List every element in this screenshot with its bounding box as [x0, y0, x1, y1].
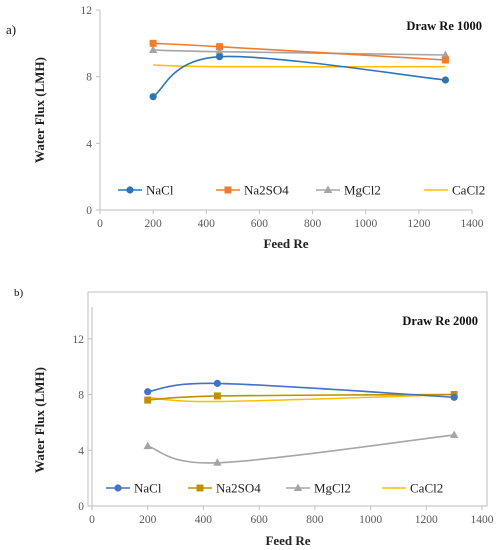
x-axis-title-b: Feed Re: [265, 533, 310, 548]
x-tick-label-a: 200: [145, 218, 163, 230]
series-line-cacl2-a: [153, 64, 446, 68]
legend-label-nacl-b: NaCl: [134, 481, 162, 496]
legend-b: NaCl Na2SO4 MgCl2 CaCl2: [106, 481, 443, 496]
y-axis-title-a: Water Flux (LMH): [32, 57, 47, 163]
series-line-mgcl2-b: [147, 434, 455, 464]
data-point-nacl-b: [450, 393, 458, 401]
data-point-na2so4-a: [149, 39, 157, 47]
legend-label-mgcl2-b: MgCl2: [314, 481, 351, 496]
series-line-nacl-a: [152, 55, 446, 98]
y-tick-label-b: 8: [78, 390, 84, 402]
y-tick-label-a: 8: [86, 72, 92, 84]
legend-item-cacl2-b: CaCl2: [382, 481, 443, 496]
series-group-b: [143, 379, 459, 466]
legend-item-mgcl2-b: MgCl2: [286, 481, 351, 496]
legend-label-nacl-a: NaCl: [146, 183, 174, 198]
x-tick-label-a: 1400: [461, 218, 484, 230]
chart-title-a: Draw Re 1000: [406, 19, 482, 33]
legend-marker-mgcl2-a: [323, 185, 333, 193]
legend-marker-nacl-a: [126, 186, 134, 194]
data-point-na2so4-b: [213, 392, 221, 400]
legend-marker-nacl-b: [114, 484, 122, 492]
y-tick-label-b: 0: [78, 501, 84, 513]
legend-item-nacl-b: NaCl: [106, 481, 162, 496]
legend-marker-mgcl2-b: [293, 483, 303, 491]
series-mgcl2-a: [148, 45, 450, 58]
chart-panel-a: a) Draw Re 1000 Feed Re Water Flux (LMH)…: [6, 5, 485, 251]
data-point-na2so4-a: [216, 43, 224, 51]
chart-panel-b: b) Draw Re 2000 Feed Re Water Flux (LMH)…: [14, 287, 494, 548]
legend-label-na2so4-a: Na2SO4: [244, 183, 289, 198]
series-nacl-a: [149, 53, 450, 101]
y-tick-label-b: 12: [73, 334, 85, 346]
y-axis-title-b: Water Flux (LMH): [32, 367, 47, 473]
data-point-mgcl2-b: [449, 430, 459, 438]
legend-marker-na2so4-a: [224, 186, 232, 194]
legend-label-cacl2-a: CaCl2: [452, 183, 485, 198]
data-point-mgcl2-b: [143, 441, 152, 450]
y-tick-label-a: 0: [86, 205, 92, 217]
x-tick-label-b: 1200: [415, 514, 438, 526]
series-line-cacl2-b: [147, 393, 455, 403]
data-point-mgcl2-a: [148, 45, 158, 53]
legend-label-mgcl2-a: MgCl2: [344, 183, 381, 198]
legend-label-cacl2-b: CaCl2: [410, 481, 443, 496]
y-tick-label-a: 12: [81, 5, 93, 17]
x-tick-label-a: 0: [97, 218, 103, 230]
x-tick-label-b: 0: [89, 514, 95, 526]
series-mgcl2-b: [143, 430, 459, 466]
legend-label-na2so4-b: Na2SO4: [216, 481, 261, 496]
legend-item-na2so4-b: Na2SO4: [188, 481, 261, 496]
y-tick-label-b: 4: [78, 445, 84, 457]
data-point-mgcl2-a: [441, 50, 450, 58]
x-tick-label-b: 400: [195, 514, 213, 526]
series-line-na2so4-a: [153, 42, 446, 61]
series-cacl2-a: [153, 64, 446, 68]
x-tick-label-b: 1000: [359, 514, 382, 526]
panel-label-a: a): [6, 22, 16, 37]
data-point-mgcl2-a: [215, 47, 224, 55]
legend-a: NaCl Na2SO4 MgCl2 CaCl2: [118, 183, 485, 198]
x-tick-label-b: 1400: [471, 514, 494, 526]
data-point-nacl-b: [213, 379, 221, 387]
legend-marker-na2so4-b: [196, 484, 204, 492]
data-point-nacl-b: [144, 388, 152, 396]
legend-item-cacl2-a: CaCl2: [424, 183, 485, 198]
axes-a: 0 200 400 600 800 1000 1200 1400 0 4 8 12: [81, 5, 484, 230]
series-nacl-b: [144, 379, 458, 401]
x-tick-label-a: 400: [198, 218, 216, 230]
data-point-na2so4-b: [144, 396, 152, 404]
series-cacl2-b: [147, 393, 455, 403]
data-point-nacl-a: [441, 76, 450, 84]
x-tick-label-b: 800: [306, 514, 324, 526]
x-axis-title-a: Feed Re: [263, 236, 308, 251]
series-na2so4-a: [149, 39, 449, 64]
series-line-nacl-b: [147, 382, 455, 399]
y-tick-label-a: 4: [86, 138, 92, 150]
x-tick-label-a: 800: [304, 218, 322, 230]
data-point-mgcl2-b: [213, 458, 222, 466]
x-tick-label-a: 1000: [354, 218, 377, 230]
x-tick-label-a: 600: [251, 218, 269, 230]
chart-title-b: Draw Re 2000: [402, 314, 478, 328]
x-tick-label-b: 600: [251, 514, 269, 526]
data-point-na2so4-a: [441, 56, 449, 64]
x-tick-label-a: 1200: [407, 218, 430, 230]
axes-b: 0 200 400 600 800 1000 1200 1400 0 4 8 12: [73, 307, 494, 526]
panel-label-b: b): [14, 287, 24, 299]
legend-item-na2so4-a: Na2SO4: [216, 183, 289, 198]
x-tick-label-b: 200: [139, 514, 157, 526]
legend-item-nacl-a: NaCl: [118, 183, 174, 198]
series-group-a: [148, 39, 450, 101]
legend-item-mgcl2-a: MgCl2: [316, 183, 381, 198]
series-line-mgcl2-a: [153, 49, 446, 56]
data-point-nacl-a: [215, 53, 224, 61]
data-point-nacl-a: [149, 93, 157, 101]
